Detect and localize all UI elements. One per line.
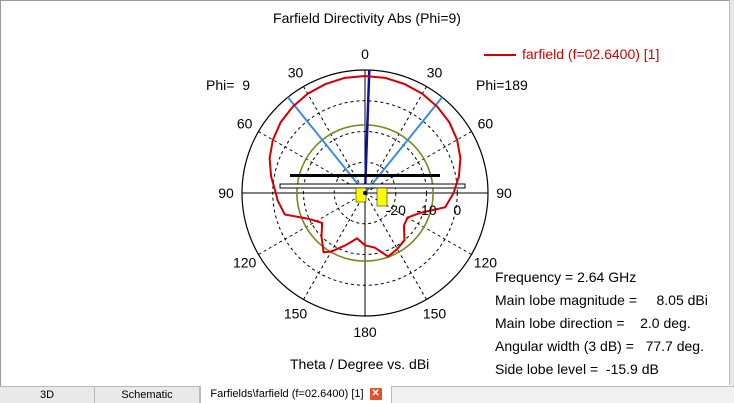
side-lobe-ring [296,124,434,262]
grid-spoke [364,192,427,300]
tab-3d[interactable]: 3D [0,387,95,403]
info-side-lobe-level: Side lobe level = -15.9 dB [495,361,659,377]
model-outline-feed [355,187,367,203]
angle-tick-label: 90 [218,185,234,201]
angle-tick-label: 60 [478,116,494,132]
info-frequency: Frequency = 2.64 GHz [495,269,637,285]
angle-tick-label: 90 [496,185,512,201]
radial-tick-label: -20 [386,202,406,218]
radial-tick-label: -10 [416,202,436,218]
plot-center [363,191,367,195]
angle-tick-label: 30 [427,65,443,81]
model-outline-substrate [279,183,466,189]
beamwidth-line [364,96,443,194]
x-caption: Theta / Degree vs. dBi [290,356,430,372]
info-panel: Frequency = 2.64 GHz Main lobe magnitude… [495,266,708,381]
grid-spoke [258,192,366,255]
main-lobe-line [363,70,371,194]
grid-spoke [364,86,427,194]
info-main-lobe-magnitude: Main lobe magnitude = 8.05 dBi [495,292,708,308]
angle-tick-label: 0 [361,46,369,62]
grid-spoke [303,192,366,300]
chart-title: Farfield Directivity Abs (Phi=9) [273,10,461,26]
info-main-lobe-direction: Main lobe direction = 2.0 deg. [495,315,691,331]
legend-label: farfield (f=02.6400) [1] [522,46,660,62]
tab-schematic[interactable]: Schematic [95,387,200,403]
angle-tick-label: 60 [237,116,253,132]
phi-right-label: Phi=189 [476,77,528,93]
angle-tick-label: 30 [288,65,304,81]
close-icon[interactable]: ✕ [369,388,382,401]
angle-tick-label: 180 [353,324,377,340]
angle-tick-label: 150 [284,305,308,321]
phi-left-label: Phi= 9 [206,77,250,93]
tab-3d-label: 3D [39,389,55,401]
angle-tick-label: 120 [233,255,257,271]
series-line-0 [268,74,462,258]
model-outline-port [376,187,388,207]
legend-swatch [484,54,516,57]
info-angular-width: Angular width (3 dB) = 77.7 deg. [495,338,704,354]
radial-tick-label: 0 [453,202,461,218]
angle-tick-label: 120 [474,255,498,271]
grid-spoke [303,86,366,194]
angle-tick-label: 150 [423,305,447,321]
tab-bar: 3D Schematic Farfields\farfield (f=02.64… [0,386,734,403]
window-edge [729,0,734,385]
tab-farfield[interactable]: Farfields\farfield (f=02.6400) [1] ✕ [200,386,392,403]
grid-spoke [364,131,472,194]
tab-farfield-label: Farfields\farfield (f=02.6400) [1] [210,388,364,400]
legend: farfield (f=02.6400) [1] [484,46,659,62]
tab-schematic-label: Schematic [121,389,173,401]
grid-spoke [258,131,366,194]
beamwidth-line [287,96,366,194]
model-outline-plate [290,174,440,177]
